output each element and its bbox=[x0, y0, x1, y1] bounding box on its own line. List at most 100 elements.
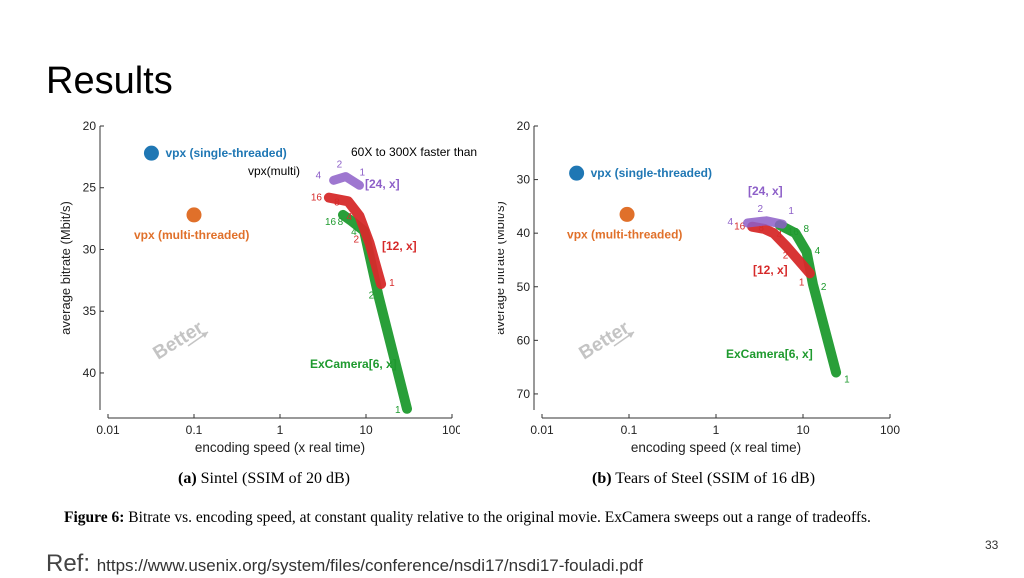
point-label: 16 bbox=[325, 217, 337, 228]
page-number: 33 bbox=[985, 538, 999, 552]
series-line bbox=[774, 220, 842, 378]
x-tick-label: 1 bbox=[713, 423, 720, 437]
series-label: [24, x] bbox=[365, 177, 400, 191]
point-label: 16 bbox=[788, 227, 800, 238]
y-tick-label: 30 bbox=[517, 173, 531, 187]
axes: 0.01 0.1 1 10 100 20 30 40 50 60 70 encoding speed … bbox=[498, 119, 900, 455]
point-label: 8 bbox=[758, 223, 764, 234]
point-label: 4 bbox=[351, 227, 357, 238]
y-tick-label: 50 bbox=[517, 280, 531, 294]
point-label: 2 bbox=[783, 251, 789, 262]
x-tick-label: 0.01 bbox=[530, 423, 554, 437]
point-label: 4 bbox=[777, 230, 783, 241]
reference: Ref: https://www.usenix.org/system/files… bbox=[46, 550, 643, 578]
x-axis-title: encoding speed (x real time) bbox=[195, 440, 365, 455]
series-label: ExCamera[6, x] bbox=[310, 357, 397, 371]
subcaption-b-label: (b) bbox=[592, 470, 612, 487]
series-label: ExCamera[6, x] bbox=[726, 347, 813, 361]
reference-label: Ref: bbox=[46, 550, 91, 577]
y-tick-label: 40 bbox=[83, 366, 97, 380]
point-label: 2 bbox=[369, 290, 375, 301]
y-tick-label: 70 bbox=[517, 387, 531, 401]
point-label: 2 bbox=[757, 204, 763, 215]
x-tick-label: 100 bbox=[442, 423, 460, 437]
series-label: [12, x] bbox=[753, 263, 788, 277]
series-line bbox=[743, 216, 787, 229]
point-label: 2 bbox=[821, 282, 827, 293]
series-label: [12, x] bbox=[382, 239, 417, 253]
series-line bbox=[329, 172, 364, 190]
y-tick-label: 40 bbox=[517, 226, 531, 240]
y-tick-label: 20 bbox=[83, 119, 97, 133]
point-label: 1 bbox=[844, 374, 850, 385]
better-label: Better bbox=[576, 317, 634, 364]
chart-tears-of-steel: 0.01 0.1 1 10 100 20 30 40 50 60 70 encoding speed … bbox=[498, 119, 900, 455]
point-label: 1 bbox=[788, 206, 794, 217]
annotation-line-2: vpx(multi) bbox=[248, 164, 301, 178]
x-tick-label: 1 bbox=[277, 423, 284, 437]
point-label: 2 bbox=[337, 160, 343, 171]
series--12-x-: 16 8 42 1 [12, x] bbox=[734, 221, 815, 288]
x-tick-label: 0.1 bbox=[186, 423, 203, 437]
x-tick-label: 0.01 bbox=[96, 423, 120, 437]
series--24-x-: 4 2 1 [24, x] bbox=[727, 184, 794, 229]
point-label: 4 bbox=[316, 170, 322, 181]
subcaption-a-label: (a) bbox=[178, 470, 197, 487]
slide-title: Results bbox=[46, 60, 173, 102]
better-arrow-head bbox=[627, 332, 634, 338]
point-label: 8 bbox=[804, 224, 810, 235]
y-tick-label: 25 bbox=[83, 181, 97, 195]
y-tick-label: 20 bbox=[517, 119, 531, 133]
point-label: 1 bbox=[799, 277, 805, 288]
subcaption-a-text: Sintel (SSIM of 20 dB) bbox=[200, 470, 350, 487]
y-tick-label: 35 bbox=[83, 304, 97, 318]
point-label: 4 bbox=[815, 246, 821, 257]
x-tick-label: 100 bbox=[880, 423, 900, 437]
y-axis-title: average bitrate (Mbit/s) bbox=[60, 201, 73, 335]
series--24-x-: 4 2 1[24, x] bbox=[316, 160, 400, 191]
axes: 0.01 0.1 1 10 100 20 25 30 35 40 encoding speed (x… bbox=[60, 119, 460, 455]
point-vpx-single bbox=[143, 145, 159, 161]
point-label-vpx-single: vpx (single-threaded) bbox=[165, 146, 286, 160]
point-label-vpx-multi: vpx (multi-threaded) bbox=[134, 228, 249, 242]
point-label: 8 bbox=[338, 217, 344, 228]
figure-caption-label: Figure 6: bbox=[64, 509, 125, 526]
subcaption-a: (a) Sintel (SSIM of 20 dB) bbox=[178, 470, 350, 488]
point-vpx-multi bbox=[619, 206, 635, 222]
speedup-annotation: 60X to 300X faster than vpx(multi) bbox=[248, 143, 477, 181]
point-label: 8 bbox=[334, 197, 340, 208]
point-label-vpx-single: vpx (single-threaded) bbox=[591, 166, 712, 180]
annotation-line-1: 60X to 300X faster than bbox=[351, 145, 478, 159]
series-label: [24, x] bbox=[748, 184, 783, 198]
chart-sintel: 0.01 0.1 1 10 100 20 25 30 35 40 encoding speed (x… bbox=[60, 119, 460, 455]
better-label: Better bbox=[150, 317, 208, 364]
series-line bbox=[323, 192, 387, 290]
point-label: 1 bbox=[389, 278, 395, 289]
y-tick-label: 60 bbox=[517, 333, 531, 347]
point-label: 1 bbox=[395, 405, 401, 416]
point-label: 16 bbox=[311, 193, 323, 204]
point-vpx-multi bbox=[186, 207, 202, 223]
point-label: 4 bbox=[727, 217, 733, 228]
x-tick-label: 10 bbox=[796, 423, 810, 437]
subcaption-b: (b) Tears of Steel (SSIM of 16 dB) bbox=[592, 470, 815, 488]
better-arrow-head bbox=[201, 332, 208, 338]
y-tick-label: 30 bbox=[83, 242, 97, 256]
figure-caption-text: Bitrate vs. encoding speed, at constant … bbox=[128, 509, 871, 526]
point-label: 16 bbox=[734, 222, 746, 233]
subcaption-b-text: Tears of Steel (SSIM of 16 dB) bbox=[615, 470, 816, 487]
y-axis-title: average bitrate (Mbit/s) bbox=[498, 201, 507, 335]
x-tick-label: 0.1 bbox=[621, 423, 638, 437]
point-label: 1 bbox=[359, 167, 365, 178]
reference-url: https://www.usenix.org/system/files/conf… bbox=[96, 556, 643, 575]
point-label-vpx-multi: vpx (multi-threaded) bbox=[567, 227, 682, 241]
x-tick-label: 10 bbox=[359, 423, 373, 437]
point-label: 4 bbox=[346, 212, 352, 223]
point-label: 2 bbox=[354, 234, 360, 245]
series-line bbox=[747, 221, 815, 279]
point-vpx-single bbox=[569, 165, 585, 181]
x-axis-title: encoding speed (x real time) bbox=[631, 440, 801, 455]
figure-caption: Figure 6: Bitrate vs. encoding speed, at… bbox=[64, 509, 871, 527]
